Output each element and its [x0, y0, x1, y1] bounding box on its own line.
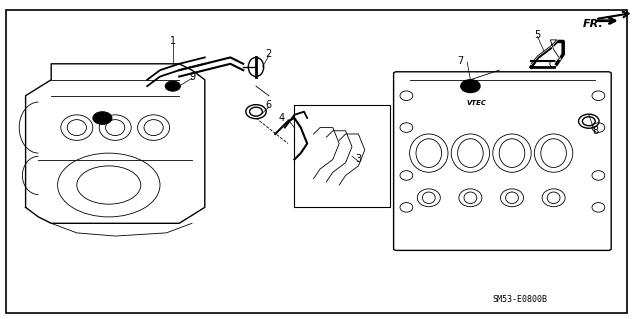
Text: SM53-E0800B: SM53-E0800B: [493, 295, 548, 304]
Ellipse shape: [461, 80, 480, 93]
Bar: [294, 105, 390, 207]
Text: FR.: FR.: [582, 19, 603, 29]
FancyArrowPatch shape: [598, 12, 628, 19]
Text: VTEC: VTEC: [467, 100, 487, 106]
Ellipse shape: [93, 112, 112, 124]
Ellipse shape: [165, 81, 180, 91]
FancyBboxPatch shape: [394, 72, 611, 250]
Text: 9: 9: [189, 71, 195, 82]
Text: 7: 7: [458, 56, 464, 66]
Text: 6: 6: [266, 100, 272, 110]
Text: 4: 4: [278, 113, 285, 123]
Text: 8: 8: [592, 126, 598, 136]
Text: 3: 3: [355, 154, 362, 165]
Text: 1: 1: [170, 36, 176, 47]
Text: 5: 5: [534, 30, 541, 40]
Text: 2: 2: [266, 49, 272, 59]
